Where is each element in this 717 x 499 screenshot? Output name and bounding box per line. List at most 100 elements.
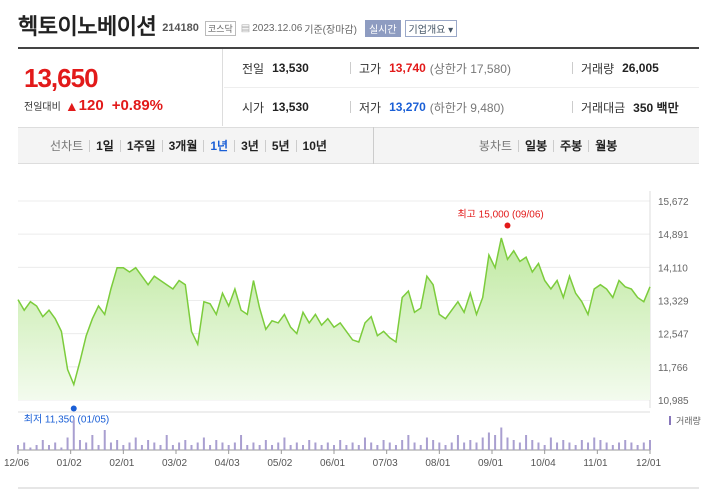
x-tick-label: 11/01 [583,458,608,469]
area-fill [18,238,650,400]
tab-candle[interactable]: 월봉 [588,139,623,152]
high-cell: 고가 13,740 (상한가 17,580) [359,60,564,77]
date-text: 2023.12.06 [252,22,303,34]
price-chart[interactable]: 15,672 14,891 14,110 13,329 12,547 11,766 10,9… [0,164,717,494]
volume-cell: 거래량 26,005 [581,60,659,77]
volume-bar [190,445,193,450]
stats-divider [224,87,699,88]
volume-bar [295,442,298,450]
stats-row: 전일 13,530 고가 13,740 (상한가 17,580) 거래량 26,… [224,49,699,87]
volume-bar [41,440,44,450]
volume-bar [171,445,174,450]
volume-bar [363,437,366,450]
volume-bar [78,440,81,450]
change-line: 전일대비 ▲ 120 +0.89% [24,97,163,114]
volume-bar [54,442,57,450]
top-divider [18,47,699,49]
volume-bar [264,440,267,450]
upper-limit: (상한가 17,580) [429,61,511,76]
tab-period-active[interactable]: 1년 [203,139,234,152]
volume-bar [91,435,94,450]
tab-period[interactable]: 1주일 [119,139,162,152]
volume-bar [23,442,26,450]
x-tick-label: 03/02 [162,458,187,469]
volume-bar [543,445,546,450]
high-label: 최고 15,000 (09/06) [457,209,543,221]
volume-bar [649,440,651,450]
price-line [17,237,651,387]
volume-label: 거래량 [581,61,615,76]
volume-bar [72,420,75,450]
x-tick-label: 04/03 [215,458,240,469]
volume-bar [215,440,218,450]
divider [572,62,573,74]
volume-bar [432,440,435,450]
stats-row: 시가 13,530 저가 13,270 (하한가 9,480) 거래대금 350… [224,88,699,126]
volume-bar [289,445,292,450]
volume-bar [85,442,88,450]
volume-bar [47,445,50,450]
volume-bar [444,445,447,450]
volume-bar [140,445,143,450]
lower-limit: (하한가 9,480) [429,100,505,115]
volume-bar [537,442,540,450]
chart-tab-bar: 선차트 1일 1주일 3개월 1년 3년 5년 10년 봉차트 일봉 주봉 월봉 [18,127,699,164]
tab-period[interactable]: 3개월 [161,139,204,152]
volume-bar [624,440,627,450]
volume-bar [450,442,453,450]
tab-period[interactable]: 5년 [264,139,296,152]
volume-bar [29,447,32,450]
tab-period[interactable]: 10년 [295,139,333,152]
high-marker [504,222,511,229]
volume-bar [357,445,360,450]
chart-svg[interactable]: 15,672 14,891 14,110 13,329 12,547 11,766 10,9… [0,164,717,494]
amount-value: 350 백만 [633,100,679,115]
volume-bar [153,442,156,450]
x-tick-label: 12/01 [636,458,661,469]
y-tick-label: 10,985 [658,396,689,407]
overview-label: 기업개요 [408,24,446,36]
price-box: 13,650 전일대비 ▲ 120 +0.89% [18,49,223,126]
volume-bar [252,442,255,450]
prev-close-cell: 전일 13,530 [224,60,342,77]
low-label: 저가 [359,100,382,115]
volume-bar [587,442,590,450]
current-price: 13,650 [24,63,99,93]
amount-label: 거래대금 [581,100,626,115]
x-tick-label: 02/01 [109,458,134,469]
volume-bar [469,440,472,450]
volume-bar [258,445,261,450]
volume-bar [128,442,131,450]
tab-period[interactable]: 1일 [89,139,120,152]
volume-bar [518,442,521,450]
tab-candle[interactable]: 주봉 [553,139,588,152]
volume-bar [574,445,577,450]
volume-bar [320,445,323,450]
company-name[interactable]: 헥토이노베이션 [18,14,157,39]
market-badge: 코스닥 [204,20,236,36]
company-overview-dropdown[interactable]: 기업개요 ▾ [404,19,458,37]
volume-bar [605,442,608,450]
volume-legend-swatch [669,416,671,425]
volume-bar [636,445,639,450]
x-tick-label: 07/03 [373,458,398,469]
volume-bar [271,445,274,450]
volume-bar [109,442,112,450]
volume-bar [500,427,503,450]
volume-bar [233,442,236,450]
volume-bar [463,442,466,450]
tab-period[interactable]: 3년 [234,139,265,152]
prev-value: 13,530 [272,61,309,75]
x-tick-label: 05/02 [267,458,292,469]
volume-bar [475,442,478,450]
realtime-button[interactable]: 실시간 [364,19,401,37]
y-tick-label: 13,329 [658,297,689,308]
basis-text: 기준(장마감) [304,24,357,36]
tab-candle[interactable]: 일봉 [518,139,553,152]
volume-bar [165,435,168,450]
volume-bar [388,442,391,450]
y-tick-label: 14,891 [658,230,689,241]
y-tick-label: 15,672 [658,197,689,208]
volume-bar [97,445,100,450]
change-percent: +0.89% [111,97,163,114]
